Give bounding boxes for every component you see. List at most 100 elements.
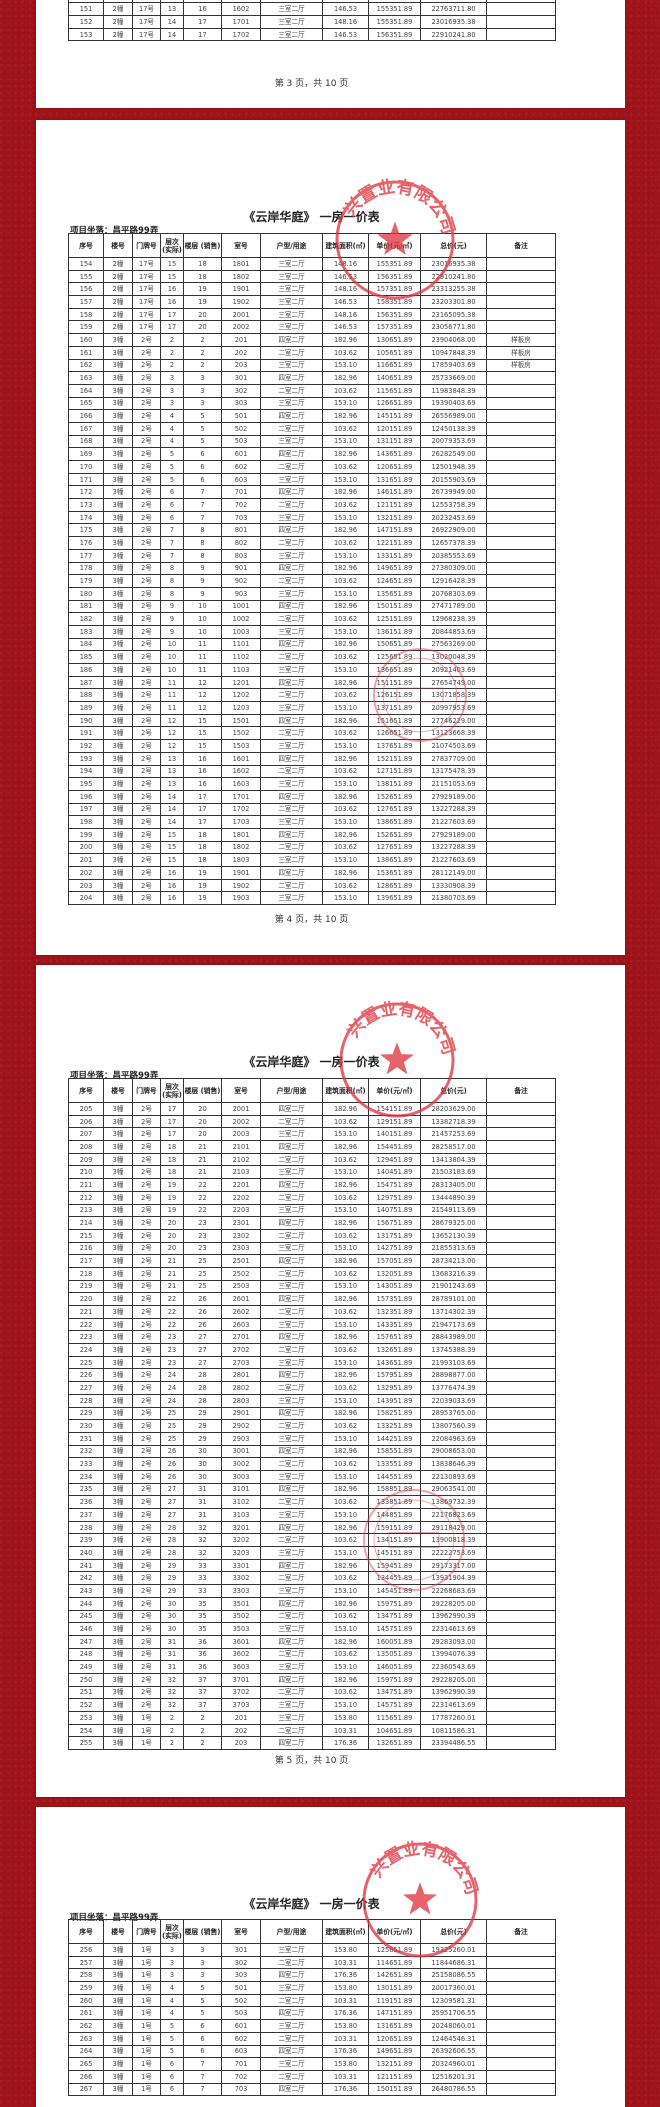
table-cell: 3幢 — [103, 1955, 133, 1970]
table-row: 194 3幢 2号 13 16 1602 二室二厅 103.62 127151.89 131754… — [68, 764, 556, 779]
table-cell — [486, 1457, 556, 1471]
table-cell: 二室二厅 — [260, 1152, 323, 1167]
table-cell: 151 — [68, 2, 104, 17]
table-cell: 103.62 — [322, 1647, 369, 1662]
table-cell: 5 — [160, 2031, 184, 2046]
table-cell: 2号 — [132, 1140, 161, 1154]
table-cell: 26556989.00 — [420, 409, 487, 423]
table-row: 241 3幢 2号 29 33 3301 四室二厅 182.96 159451.89 291733… — [68, 1558, 556, 1573]
table-cell: 208 — [68, 1140, 104, 1154]
table-row: 205 3幢 2号 17 20 2001 四室二厅 182.96 154151.89 282036… — [68, 1102, 556, 1116]
table-cell: 2 — [183, 333, 222, 347]
table-cell: 21 — [183, 1152, 222, 1167]
table-cell: 3幢 — [103, 1203, 133, 1218]
table-cell — [486, 599, 556, 614]
table-cell: 12 — [160, 726, 184, 741]
table-cell: 23904068.00 — [420, 333, 487, 347]
table-cell: 四室二厅 — [260, 1254, 323, 1268]
table-cell: 17号 — [132, 269, 161, 284]
table-row: 215 3幢 2号 20 23 2302 二室二厅 103.62 131751.89 136521… — [68, 1228, 556, 1243]
table-cell: 239 — [68, 1533, 104, 1548]
table-cell: 27837709.00 — [420, 751, 487, 766]
table-cell — [486, 1508, 556, 1522]
table-cell: 四室二厅 — [260, 1330, 323, 1345]
table-cell: 218 — [68, 1266, 104, 1281]
table-cell — [486, 1584, 556, 1598]
table-cell: 25951706.55 — [420, 2006, 487, 2021]
table-cell: 四室二厅 — [260, 1444, 323, 1459]
table-cell: 502 — [221, 1993, 261, 2008]
table-cell: 2号 — [132, 1254, 161, 1268]
table-cell: 144851.89 — [368, 1508, 421, 1522]
table-cell: 8 — [160, 586, 184, 601]
table-cell: 3幢 — [103, 1647, 133, 1662]
table-cell — [486, 2019, 556, 2033]
table-cell: 22039033.69 — [420, 1393, 487, 1408]
table-cell: 6 — [160, 2082, 184, 2097]
table-cell: 193 — [68, 751, 104, 766]
table-cell: 20248060.01 — [420, 2019, 487, 2033]
table-cell: 198 — [68, 815, 104, 829]
table-cell: 2号 — [132, 1672, 161, 1687]
table-cell: 四室二厅 — [260, 866, 323, 880]
table-cell: 20768303.69 — [420, 586, 487, 601]
table-cell: 182.96 — [322, 675, 369, 690]
table-cell: 29063541.00 — [420, 1482, 487, 1497]
table-cell: 2号 — [132, 688, 161, 703]
table-cell: 240 — [68, 1546, 104, 1560]
table-cell: 182.96 — [322, 713, 369, 728]
table-cell: 二室二厅 — [260, 1457, 323, 1471]
table-cell: 8 — [183, 536, 222, 550]
table-cell: 3幢 — [103, 548, 133, 563]
table-cell: 4 — [160, 1993, 184, 2008]
table-cell — [486, 1444, 556, 1459]
table-cell: 153.10 — [322, 701, 369, 715]
table-row: 223 3幢 2号 23 27 2701 四室二厅 182.96 157651.89 288439… — [68, 1330, 556, 1345]
table-cell: 701 — [221, 2057, 261, 2071]
table-header-row: 序号 楼号 门牌号 层次(实际) 楼层 (销售) 室号 户型/用途 建筑面积(㎡) 单价(元/㎡… — [68, 233, 556, 258]
table-cell: 2号 — [132, 1495, 161, 1509]
table-cell — [486, 1431, 556, 1446]
table-cell: 27380309.00 — [420, 561, 487, 576]
table-cell: 203 — [68, 878, 104, 893]
table-cell: 30 — [160, 1596, 184, 1611]
table-cell: 三室二厅 — [260, 815, 323, 829]
table-cell: 3幢 — [103, 1711, 133, 1725]
table-cell: 21 — [160, 1254, 184, 1268]
price-table: 序号 楼号 门牌号 层次(实际) 楼层 (销售) 室号 户型/用途 建筑面积(㎡) 单价(元/㎡… — [68, 233, 556, 906]
table-cell: 10 — [183, 624, 222, 639]
table-cell: 1号 — [132, 1943, 161, 1957]
table-cell: 103.62 — [322, 1152, 369, 1167]
table-row: 200 3幢 2号 15 18 1802 二室二厅 103.62 127651.89 132272… — [68, 840, 556, 855]
table-cell: 23056771.80 — [420, 320, 487, 335]
table-row: 163 3幢 2号 3 3 301 四室二厅 182.96 140651.89 25733669.… — [68, 371, 556, 385]
table-row: 252 3幢 2号 32 37 3703 三室二厅 153.10 145751.89 223146… — [68, 1698, 556, 1712]
table-cell: 33 — [183, 1571, 222, 1586]
table-cell: 132951.89 — [368, 1381, 421, 1395]
table-cell: 146.53 — [322, 320, 369, 335]
table-cell: 20155903.69 — [420, 472, 487, 487]
table-cell: 12 — [160, 739, 184, 753]
table-cell — [486, 726, 556, 741]
table-cell: 185 — [68, 650, 104, 664]
table-cell: 1601 — [221, 751, 261, 766]
table-row: 212 3幢 2号 19 22 2202 二室二厅 103.62 129751.89 134448… — [68, 1190, 556, 1205]
table-cell: 501 — [221, 409, 261, 423]
page-title: 《云岸华庭》 一房一价表 — [243, 1897, 380, 1911]
table-cell — [486, 1672, 556, 1687]
table-cell: 148.16 — [322, 282, 369, 297]
table-cell: 22314613.69 — [420, 1698, 487, 1712]
table-cell: 2号 — [132, 739, 161, 753]
table-cell: 四室二厅 — [260, 1406, 323, 1421]
table-cell: 603 — [221, 2044, 261, 2059]
column-header: 楼层 (销售) — [183, 233, 222, 258]
table-cell: 2003 — [221, 1127, 261, 1142]
table-cell: 13994076.39 — [420, 1647, 487, 1662]
table-cell: 19325260.01 — [420, 1943, 487, 1957]
table-cell: 115651.89 — [368, 1711, 421, 1725]
table-cell: 三室二厅 — [260, 1546, 323, 1560]
table-cell: 二室二厅 — [260, 878, 323, 893]
column-header: 单价(元/㎡) — [368, 1919, 421, 1944]
table-cell: 22763711.80 — [420, 2, 487, 17]
table-row: 233 3幢 2号 26 30 3002 二室二厅 103.62 133551.89 138386… — [68, 1457, 556, 1471]
